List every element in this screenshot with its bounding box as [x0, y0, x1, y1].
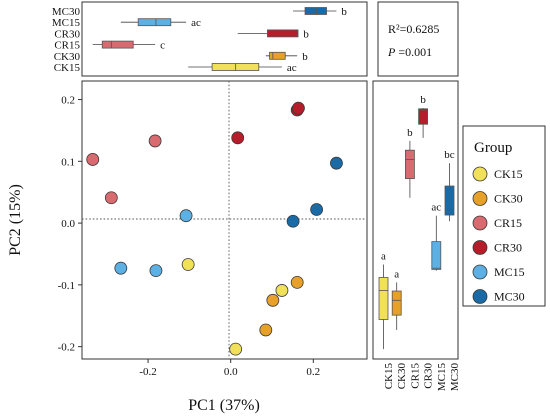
legend-swatch-mc15: [472, 264, 488, 280]
top-category-label: CK15: [54, 62, 81, 74]
stats-frame: [377, 1, 459, 77]
right-box-cr30: [418, 108, 429, 125]
y-tick-label: -0.1: [58, 280, 75, 292]
top-significance-letter: ac: [191, 17, 201, 29]
point-mc15: [114, 261, 128, 275]
right-boxes: aa b b ac bc: [378, 94, 455, 350]
top-significance-letter: ac: [287, 62, 297, 74]
top-category-label: CR15: [54, 40, 80, 52]
x-tick-label: 0.2: [306, 366, 320, 378]
y-tick-label: 0.0: [61, 218, 75, 230]
x-axis-ticks: -0.2 0.0 0.2: [139, 359, 320, 378]
stats-box: R²=0.6285 P =0.001: [377, 1, 459, 77]
right-boxplot-category-labels: CK15 CK30 CR15 CR30 MC15 MC30: [383, 363, 461, 392]
legend-swatch-cr30: [472, 240, 488, 255]
p-value-label: P =0.001: [387, 45, 432, 59]
legend-label-mc15: MC15: [494, 265, 525, 279]
legend-label-ck15: CK15: [494, 167, 523, 181]
point-mc15: [179, 209, 193, 223]
top-significance-letter: b: [341, 6, 347, 18]
legend-label-cr30: CR30: [494, 241, 522, 255]
legend-label-ck30: CK30: [494, 192, 523, 206]
right-box-mc15: [431, 241, 442, 270]
top-category-label: MC15: [52, 17, 81, 29]
y-axis-title: PC2 (15%): [7, 184, 24, 256]
x-axis-title: PC1 (37%): [188, 397, 260, 414]
top-significance-letter: b: [302, 51, 308, 63]
right-significance-letter: a: [381, 250, 386, 262]
right-significance-letter: b: [420, 94, 426, 106]
legend-items: CK15 CK30 CR15 CR30 MC15 MC30: [472, 166, 525, 304]
point-ck30: [290, 275, 304, 289]
y-tick-label: 0.1: [61, 156, 75, 168]
legend-label-mc30: MC30: [494, 290, 525, 304]
point-mc30: [310, 203, 324, 216]
y-tick-label: 0.2: [61, 95, 75, 107]
right-category-label: CR15: [409, 363, 421, 389]
right-significance-letter: b: [407, 127, 413, 139]
top-box-cr30: [267, 29, 299, 38]
legend-frame: [462, 125, 546, 307]
legend-label-cr15: CR15: [494, 216, 522, 230]
scatter-frame: [81, 80, 368, 360]
point-ck30: [266, 293, 280, 307]
x-tick-label: -0.2: [139, 366, 156, 378]
top-category-label: CK30: [54, 51, 81, 63]
point-ck15: [181, 258, 195, 271]
top-significance-letter: c: [160, 40, 165, 52]
right-category-label: CR30: [423, 363, 435, 389]
top-box-mc30: [304, 7, 327, 15]
legend-swatch-mc30: [472, 289, 488, 304]
point-mc15: [149, 264, 163, 278]
right-boxplot-frame: [372, 80, 459, 360]
top-category-label: MC30: [52, 6, 81, 18]
legend: Group CK15 CK30 CR15 CR30 MC15 MC30: [462, 125, 546, 307]
right-box-mc30: [444, 185, 455, 216]
top-boxplot-frame: [81, 1, 368, 77]
y-axis-ticks: -0.2 -0.1 0.0 0.1 0.2: [58, 95, 82, 354]
right-box-ck15: [378, 277, 389, 320]
scatter-panel: -0.2 0.0 0.2 -0.2 -0.1 0.0 0.1 0.2 PC1 (37%) P…: [7, 80, 368, 414]
point-mc30: [330, 156, 343, 170]
point-cr15: [104, 191, 118, 205]
point-mc30: [286, 214, 300, 228]
right-category-label: MC30: [449, 363, 461, 392]
right-box-cr15: [404, 149, 415, 180]
r-squared-label: R²=0.6285: [388, 22, 439, 36]
right-category-label: MC15: [436, 363, 448, 392]
right-boxplot-panel: aa b b ac bc CK15 CK30 CR15 CR30 MC15 MC30: [372, 80, 461, 392]
legend-swatch-ck15: [472, 166, 488, 182]
right-category-label: CK30: [396, 363, 408, 390]
right-significance-letter: bc: [444, 149, 455, 161]
top-box-ck30: [269, 51, 286, 60]
y-tick-label: -0.2: [58, 342, 75, 354]
point-cr30: [231, 131, 245, 145]
point-ck15: [275, 284, 289, 297]
legend-swatch-ck30: [472, 191, 488, 206]
legend-title: Group: [474, 140, 512, 156]
top-category-label: CR30: [54, 28, 80, 40]
point-ck30: [259, 323, 273, 337]
x-tick-label: 0.0: [224, 366, 238, 378]
point-cr30: [292, 101, 305, 115]
point-ck15: [229, 342, 243, 356]
right-box-ck30: [391, 290, 402, 316]
right-significance-letter: a: [394, 268, 399, 280]
top-box-mc15: [137, 18, 172, 27]
point-cr15: [148, 134, 162, 148]
scatter-points: [86, 101, 343, 356]
top-boxplot-category-labels: MC30 MC15 CR30 CR15 CK30 CK15: [52, 6, 81, 74]
legend-swatch-cr15: [472, 215, 488, 231]
p-value: =0.001: [395, 45, 432, 59]
top-significance-letter: b: [303, 28, 309, 40]
p-symbol: P: [387, 45, 396, 59]
right-category-label: CK15: [383, 363, 395, 390]
top-box-cr15: [101, 40, 134, 49]
right-significance-letter: ac: [431, 202, 441, 214]
point-cr15: [86, 153, 100, 166]
